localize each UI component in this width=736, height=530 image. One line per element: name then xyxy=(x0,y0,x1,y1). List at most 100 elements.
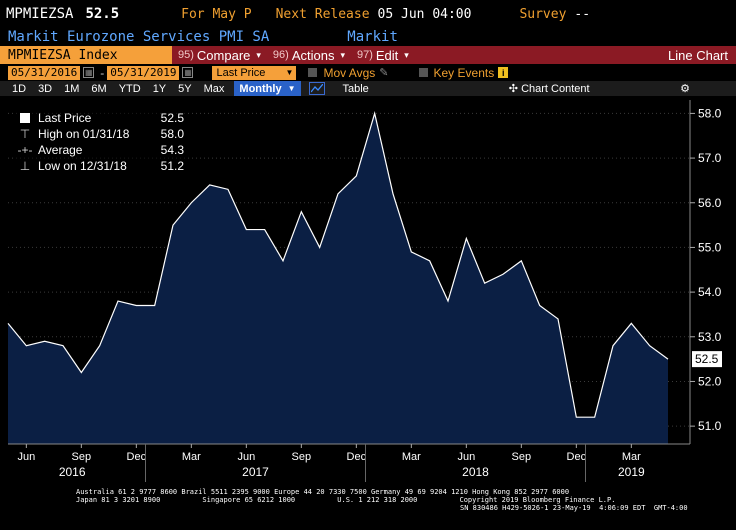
chevron-down-icon: ▼ xyxy=(285,68,294,77)
compare-button[interactable]: 95) Compare ▾ xyxy=(172,46,267,64)
edit-button[interactable]: 97) Edit ▾ xyxy=(351,46,415,64)
pencil-icon[interactable]: ✎ xyxy=(379,67,389,79)
y-tick-label: 56.0 xyxy=(698,196,722,210)
series-area xyxy=(8,113,668,445)
x-tick-label: Jun xyxy=(237,451,255,463)
last-price: 52.5 xyxy=(85,6,120,22)
y-tick-label: 53.0 xyxy=(698,330,722,344)
chevron-down-icon: ▾ xyxy=(256,49,261,60)
period-label: For May P xyxy=(181,6,252,22)
mov-avgs-label[interactable]: Mov Avgs xyxy=(323,65,376,80)
next-release-label: Next Release xyxy=(275,6,370,22)
ticker-symbol[interactable]: MPMIEZSA xyxy=(6,6,74,22)
period-max[interactable]: Max xyxy=(203,82,225,95)
legend-label: Low on 12/31/18 xyxy=(38,159,127,173)
legend-row-low: ⊥ Low on 12/31/18 51.2 xyxy=(18,158,184,174)
legend-row-average: -+- Average 54.3 xyxy=(17,142,185,158)
x-tick-label: Sep xyxy=(512,451,532,463)
period-toolbar: 1D 3D 1M 6M YTD 1Y 5Y Max Monthly ▼ Tabl… xyxy=(0,81,736,96)
info-icon[interactable]: i xyxy=(498,67,509,78)
survey-value: -- xyxy=(574,6,591,22)
square-icon xyxy=(18,113,32,123)
legend-value: 54.3 xyxy=(160,143,184,157)
legend-value: 58.0 xyxy=(160,127,184,141)
range-controls: 05/31/2016 ▦ - 05/31/2019 ▦ Last Price ▼… xyxy=(0,64,736,81)
edit-number: 97) xyxy=(356,49,373,61)
table-button[interactable]: Table xyxy=(342,82,369,95)
end-date-input[interactable]: 05/31/2019 xyxy=(107,65,180,80)
next-release-value: 05 Jun 04:00 xyxy=(377,6,472,22)
period-ytd[interactable]: YTD xyxy=(118,82,141,95)
survey-label: Survey xyxy=(519,6,567,22)
chevron-down-icon: ▾ xyxy=(340,49,345,60)
footer-serial: SN 830486 H429-5026-1 23-May-19 4:06:09 … xyxy=(460,504,688,512)
chart-type-title: Line Chart xyxy=(668,47,728,63)
line-chart-icon[interactable] xyxy=(308,82,325,95)
y-tick-label: 52.0 xyxy=(698,374,722,388)
actions-button[interactable]: 96) Actions ▾ xyxy=(267,46,351,64)
year-label: 2019 xyxy=(618,465,645,479)
high-marker-icon: ⊤ xyxy=(19,127,31,141)
source-text: Markit xyxy=(347,29,398,45)
chart-content-label: Chart Content xyxy=(521,83,590,95)
x-tick-label: Mar xyxy=(622,451,641,463)
compare-label: Compare xyxy=(196,47,251,63)
average-marker-icon: -+- xyxy=(17,143,33,157)
period-1d[interactable]: 1D xyxy=(12,82,27,95)
compare-number: 95) xyxy=(178,49,194,61)
gear-icon[interactable]: ⚙ xyxy=(680,83,690,95)
description-text: Markit Eurozone Services PMI SA xyxy=(8,29,270,45)
frequency-value: Monthly xyxy=(239,82,282,95)
index-field[interactable]: MPMIEZSA Index xyxy=(0,46,172,64)
year-label: 2016 xyxy=(59,465,86,479)
legend-value: 51.2 xyxy=(160,159,184,173)
function-toolbar: MPMIEZSA Index 95) Compare ▾ 96) Actions… xyxy=(0,46,736,64)
key-events-checkbox[interactable] xyxy=(418,68,428,77)
actions-number: 96) xyxy=(272,49,289,61)
series-line xyxy=(7,111,669,418)
frequency-select[interactable]: Monthly ▼ xyxy=(234,81,301,96)
legend-row-last: Last Price 52.5 xyxy=(18,110,184,126)
period-3d[interactable]: 3D xyxy=(38,82,53,95)
start-date-input[interactable]: 05/31/2016 xyxy=(8,65,81,80)
field-select[interactable]: Last Price ▼ xyxy=(212,65,297,80)
period-6m[interactable]: 6M xyxy=(91,82,107,95)
last-price-label: 52.5 xyxy=(695,352,719,366)
chart-content-button[interactable]: ✣ Chart Content xyxy=(509,82,590,95)
calendar-icon[interactable]: ▦ xyxy=(182,67,194,78)
security-header: MPMIEZSA 52.5 For May P Next Release 05 … xyxy=(0,0,736,28)
calendar-icon[interactable]: ▦ xyxy=(83,67,95,78)
legend-row-high: ⊤ High on 01/31/18 58.0 xyxy=(18,126,184,142)
year-label: 2018 xyxy=(462,465,489,479)
edit-label: Edit xyxy=(375,47,399,63)
period-1m[interactable]: 1M xyxy=(64,82,80,95)
y-tick-label: 58.0 xyxy=(698,106,722,120)
y-tick-label: 55.0 xyxy=(698,240,722,254)
y-tick-label: 54.0 xyxy=(698,285,722,299)
x-tick-label: Jun xyxy=(457,451,475,463)
y-tick-label: 57.0 xyxy=(698,151,722,165)
legend-label: Average xyxy=(38,143,83,157)
chevron-down-icon: ▼ xyxy=(287,84,296,93)
period-5y[interactable]: 5Y xyxy=(178,82,192,95)
security-description: Markit Eurozone Services PMI SA Markit xyxy=(0,28,736,46)
x-tick-label: Jun xyxy=(17,451,35,463)
legend-label: High on 01/31/18 xyxy=(38,127,130,141)
legend-value: 52.5 xyxy=(160,111,184,125)
key-events-label[interactable]: Key Events xyxy=(433,65,495,80)
x-tick-label: Mar xyxy=(402,451,421,463)
footer: Australia 61 2 9777 8600 Brazil 5511 239… xyxy=(0,486,736,530)
move-icon: ✣ xyxy=(508,83,519,95)
last-price-marker xyxy=(692,351,722,368)
period-1y[interactable]: 1Y xyxy=(152,82,167,95)
x-tick-label: Sep xyxy=(72,451,92,463)
field-select-value: Last Price xyxy=(216,66,266,79)
mov-avgs-checkbox[interactable] xyxy=(308,68,318,77)
chart-legend: Last Price 52.5 ⊤ High on 01/31/18 58.0 … xyxy=(14,108,188,176)
price-chart[interactable]: 58.0 57.0 56.0 55.0 54.0 53.0 52.0 51.0 52.5 Jun S… xyxy=(0,96,736,486)
x-tick-label: Mar xyxy=(182,451,201,463)
x-tick-label: Dec xyxy=(127,451,147,463)
chevron-down-icon: ▾ xyxy=(404,49,409,60)
legend-label: Last Price xyxy=(38,111,92,125)
actions-label: Actions xyxy=(291,47,335,63)
